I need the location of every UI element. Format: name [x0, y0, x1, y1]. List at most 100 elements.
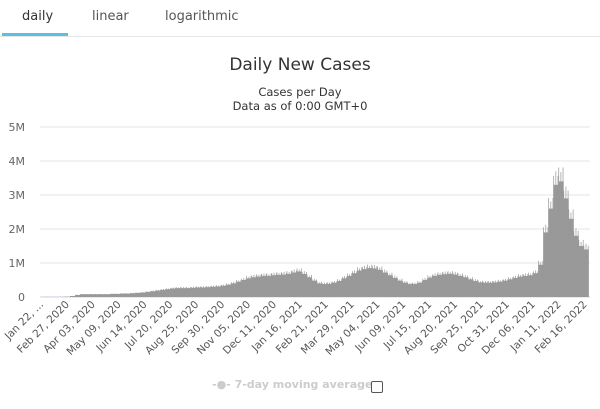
bar-spike [119, 293, 121, 297]
bar-spike [230, 283, 232, 297]
bar-spike [582, 239, 584, 297]
bar-spike [295, 270, 297, 297]
bar-spike [110, 293, 112, 297]
bar-spike [585, 243, 587, 297]
bar-spike [367, 264, 368, 297]
bar-spike [339, 279, 340, 297]
bar-spike [107, 294, 109, 297]
bar-spike [306, 272, 307, 297]
bar-spike [402, 281, 404, 297]
bar-spike [180, 287, 181, 297]
bar-spike [82, 293, 84, 297]
bar-spike [399, 279, 401, 297]
bar-spike [523, 274, 524, 297]
bar-spike [560, 172, 562, 297]
bar-spike [533, 271, 534, 297]
bar-spike [547, 227, 549, 297]
tab-daily[interactable]: daily [22, 9, 54, 24]
bar-spike [79, 294, 81, 297]
bar-spike [283, 271, 285, 297]
bar-spike [563, 190, 565, 297]
bar-spike [276, 272, 278, 297]
bar-spike [290, 271, 292, 297]
bar-spike [377, 266, 378, 297]
bar-spike [253, 274, 255, 297]
bar-spike [401, 278, 403, 297]
bar-spike [155, 289, 157, 297]
bar-spike [426, 278, 428, 297]
bar-spike [439, 273, 441, 297]
y-tick-label: 1M [9, 257, 26, 270]
bar-spike [175, 287, 176, 297]
bar-spike [296, 268, 298, 297]
bar-spike [225, 284, 227, 297]
tab-linear[interactable]: linear [92, 9, 129, 24]
bar-spike [152, 290, 154, 297]
bar-spike [115, 293, 117, 297]
bar-spike [376, 266, 378, 297]
bar-spike [150, 290, 152, 297]
bar-spike [280, 272, 282, 297]
bar-spike [165, 288, 167, 297]
bar-spike [100, 294, 102, 297]
tab-logarithmic[interactable]: logarithmic [165, 9, 239, 24]
bar-spike [517, 276, 519, 297]
bar-spike [87, 294, 89, 297]
bar-spike [72, 295, 74, 297]
bar-spike [550, 201, 552, 297]
bar-spike [306, 274, 308, 297]
bar-spike [416, 283, 418, 297]
bar-spike [472, 279, 474, 297]
bar-spike [213, 285, 214, 297]
bar-spike [263, 273, 265, 297]
bar-spike [462, 273, 463, 297]
bar-spike [85, 293, 87, 297]
bar-spike [122, 293, 124, 297]
bar-spike [195, 287, 197, 297]
bar-spike [318, 282, 320, 297]
bar-spike [336, 281, 337, 297]
bar-spike [236, 279, 237, 297]
moving-average-checkbox[interactable] [371, 381, 383, 393]
bar-spike [139, 292, 141, 297]
bar-spike [344, 276, 345, 297]
bar-spike [482, 281, 484, 297]
bar-spike [331, 281, 333, 297]
bar-spike [74, 295, 76, 297]
legend-item-moving-average[interactable]: -●- 7-day moving average [212, 378, 373, 391]
bar-spike [185, 287, 187, 297]
bar-spike [379, 267, 381, 297]
bar-spike [392, 276, 394, 297]
bar-spike [311, 274, 312, 297]
bar-spike [95, 293, 97, 297]
bar-spike [530, 273, 532, 297]
bar-spike [291, 270, 293, 297]
legend-marker-icon: -●- [212, 378, 231, 391]
bar-spike [178, 287, 179, 297]
bar-spike [316, 279, 317, 297]
bar-spike [323, 282, 325, 297]
bar-spike [354, 270, 355, 297]
bar-spike [102, 293, 104, 297]
bar-spike [346, 276, 347, 297]
bar-spike [497, 279, 499, 297]
bar-spike [160, 289, 161, 297]
bar-spike [135, 292, 137, 297]
bar-spike [436, 274, 438, 297]
bar-spike [459, 274, 461, 297]
bar-spike [233, 281, 235, 297]
bar-spike [520, 274, 521, 297]
bar-spike [190, 287, 191, 297]
bar-spike [293, 269, 295, 297]
bar-spike [487, 281, 488, 297]
bar-spike [170, 287, 172, 297]
bar-spike [228, 283, 230, 297]
bar-spike [381, 266, 383, 297]
bar-spike [75, 294, 76, 297]
bar-spike [278, 273, 280, 297]
bar-spike [389, 273, 391, 297]
bar-spike [120, 293, 122, 297]
bar-spike [218, 285, 220, 297]
bar-spike [245, 278, 247, 297]
bar-spike [271, 273, 273, 297]
